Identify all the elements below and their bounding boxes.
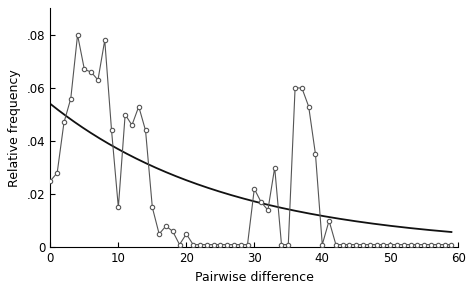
Point (284, 242, 292, 247)
Y-axis label: Relative frequency: Relative frequency (9, 69, 21, 187)
Point (87, 70, 95, 74)
Point (67, 96, 74, 101)
Point (414, 242, 421, 247)
Point (115, 205, 122, 210)
Point (339, 242, 346, 247)
Point (353, 242, 360, 247)
Point (257, 200, 265, 204)
Point (94, 78, 102, 82)
Point (142, 128, 149, 133)
Point (420, 242, 428, 247)
Point (81, 67, 88, 72)
Point (108, 128, 115, 133)
Point (264, 208, 272, 212)
Point (210, 242, 217, 247)
Point (393, 242, 401, 247)
Point (237, 242, 245, 247)
Point (60, 120, 68, 125)
Point (155, 232, 163, 236)
Point (366, 242, 374, 247)
Point (380, 242, 387, 247)
Point (319, 242, 326, 247)
Point (386, 242, 394, 247)
Point (230, 242, 237, 247)
Point (292, 86, 299, 90)
Point (407, 242, 414, 247)
Point (305, 104, 312, 109)
Point (162, 224, 170, 228)
Point (128, 123, 136, 128)
Point (203, 242, 210, 247)
Point (135, 104, 143, 109)
Point (217, 242, 224, 247)
Point (54, 171, 61, 175)
Point (46, 178, 54, 183)
Point (373, 242, 381, 247)
X-axis label: Pairwise difference: Pairwise difference (195, 271, 314, 284)
Point (447, 242, 455, 247)
Point (148, 205, 156, 210)
Point (176, 242, 183, 247)
Point (169, 229, 176, 234)
Point (182, 232, 190, 236)
Point (400, 242, 408, 247)
Point (244, 242, 251, 247)
Point (427, 242, 435, 247)
Point (346, 242, 353, 247)
Point (332, 242, 340, 247)
Point (359, 242, 367, 247)
Point (271, 165, 279, 170)
Point (441, 242, 448, 247)
Point (74, 32, 82, 37)
Point (434, 242, 442, 247)
Point (189, 242, 197, 247)
Point (312, 152, 319, 157)
Point (325, 218, 333, 223)
Point (298, 86, 306, 90)
Point (101, 38, 109, 43)
Point (251, 187, 258, 191)
Point (278, 242, 285, 247)
Point (196, 242, 204, 247)
Point (121, 112, 129, 117)
Point (223, 242, 231, 247)
